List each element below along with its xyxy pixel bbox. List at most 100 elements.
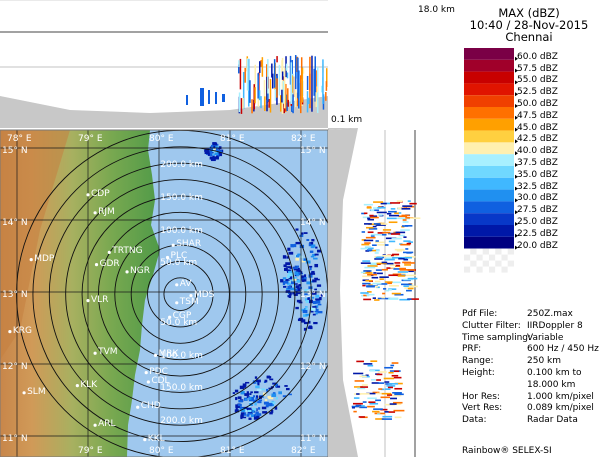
info-value: Variable [527, 332, 564, 343]
city-dot [94, 263, 99, 267]
echo-cell [398, 215, 408, 218]
city-label: KRG [12, 325, 33, 336]
echo-cell [287, 282, 291, 285]
echo-cell [371, 233, 382, 236]
echo-cell [256, 389, 262, 391]
echo-cell [382, 415, 393, 418]
echo-cell [301, 319, 306, 323]
echo-cell [298, 301, 303, 304]
legend-swatch [464, 71, 514, 84]
echo-cell [309, 267, 312, 271]
side-cross-section [328, 128, 458, 457]
echo-cell [380, 396, 391, 399]
echo-cell [246, 396, 250, 398]
echo-cell [311, 238, 315, 242]
echo-cell [372, 410, 380, 413]
echo-cell [325, 92, 327, 101]
echo-cell [282, 255, 287, 259]
echo-cell [402, 205, 413, 207]
echo-cell [238, 60, 240, 67]
echo-cell [310, 309, 314, 313]
echo-cell [268, 397, 274, 400]
echo-cell [285, 262, 291, 266]
echo-cell [258, 399, 263, 402]
info-value: 600 Hz / 450 Hz [527, 344, 599, 355]
legend-checker [470, 260, 477, 267]
echo-cell [314, 253, 319, 256]
echo-cell [374, 241, 385, 244]
city-dot [86, 299, 90, 303]
echo-cell [365, 293, 375, 296]
echo-cell [248, 399, 254, 402]
echo-cell [380, 408, 388, 411]
echo-cell [387, 298, 399, 300]
echo-cell [239, 58, 242, 90]
echo-cell [383, 377, 395, 380]
echo-cell [267, 395, 272, 399]
echo-cell [371, 249, 377, 252]
echo-cell [263, 80, 266, 108]
echo-cell [408, 298, 419, 300]
echo-cell [385, 289, 390, 292]
echo-cell [401, 272, 406, 275]
echo-cell [272, 392, 276, 394]
legend-checker [507, 254, 514, 261]
city-dot [165, 255, 170, 260]
echo-cell [375, 240, 379, 242]
echo-cell [369, 216, 379, 219]
echo-cell [359, 406, 367, 409]
legend-tick [515, 222, 518, 226]
echo-cell [381, 418, 392, 420]
lat-label: 15° N [2, 146, 28, 156]
echo-cell [243, 408, 246, 412]
echo-cell [367, 364, 374, 367]
echo-cell [374, 285, 379, 288]
city-dot [8, 330, 12, 334]
legend-swatch [464, 130, 514, 143]
echo-cell [304, 293, 308, 296]
legend-checker [507, 260, 514, 267]
echo-cell [300, 232, 304, 235]
echo-cell [371, 382, 380, 384]
echo-cell [242, 97, 244, 109]
legend-label: 37.5 dBZ [517, 158, 558, 168]
echo-cell [366, 392, 376, 395]
echo-cell [289, 55, 292, 85]
city-label: TSM [179, 296, 199, 307]
echo-cell [310, 272, 316, 275]
lon-label: 82° E [291, 134, 316, 144]
lon-label: 80° E [149, 134, 174, 144]
echo-cell [367, 397, 377, 400]
echo-cell [378, 214, 383, 216]
legend-tick [515, 68, 518, 73]
echo-cell [313, 68, 315, 96]
echo-cell [365, 374, 369, 377]
echo-cell [295, 257, 300, 261]
echo-cell [260, 60, 262, 67]
lat-label: 11° N [2, 434, 28, 444]
echo-cell [234, 389, 239, 393]
top-echoes [186, 55, 328, 114]
echo-cell [278, 391, 283, 395]
echo-cell [311, 307, 316, 311]
echo-cell [374, 280, 381, 283]
legend-checker [476, 260, 483, 267]
legend-label: 35.0 dBZ [517, 169, 558, 180]
echo-cell [213, 145, 216, 149]
echo-cell [372, 244, 377, 247]
echo-cell [382, 292, 386, 295]
echo-cell [400, 243, 411, 246]
echo-cell [397, 275, 406, 277]
echo-cell [405, 248, 409, 250]
echo-cell [366, 226, 374, 229]
echo-cell [374, 299, 380, 301]
city-dot [175, 283, 179, 287]
legend-checker [507, 248, 514, 255]
echo-cell [284, 385, 288, 387]
echo-cell [287, 273, 291, 277]
legend-tick [515, 163, 518, 167]
echo-cell [364, 266, 376, 269]
echo-cell [247, 412, 253, 415]
echo-cell [306, 91, 309, 113]
legend-tick [515, 56, 518, 61]
